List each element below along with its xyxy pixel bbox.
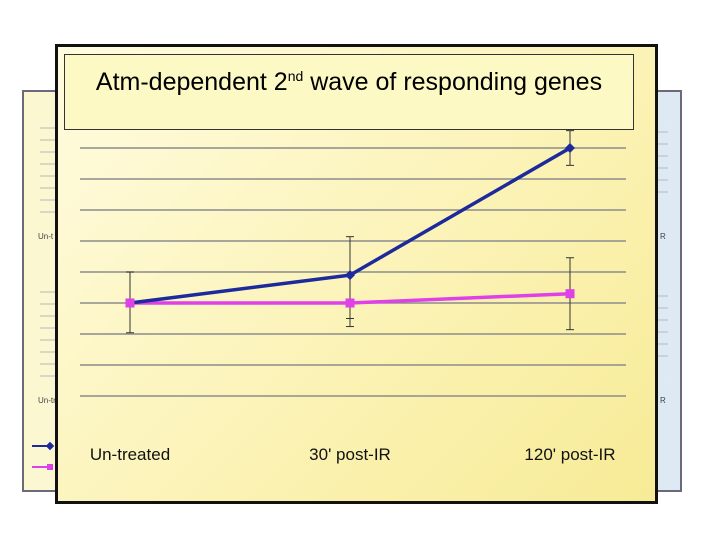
- chart-title-part-2: wave of responding genes: [303, 68, 603, 96]
- series-blue-point: [565, 143, 575, 153]
- background-legend-blue-marker: [45, 441, 55, 451]
- series-magenta-point: [565, 289, 575, 299]
- series-magenta-point: [125, 298, 135, 308]
- x-tick-label: 120' post-IR: [524, 445, 615, 464]
- background-label-right-1: R: [660, 232, 666, 241]
- background-legend: [32, 441, 55, 470]
- series-blue-point: [345, 270, 355, 281]
- series-magenta-point: [345, 298, 355, 308]
- chart-title-part-1: Atm-dependent 2: [95, 68, 288, 96]
- x-tick-label: Un-treated: [90, 445, 170, 464]
- background-legend-magenta-marker: [47, 464, 53, 470]
- background-label-left-1: Un-t: [38, 232, 54, 241]
- x-tick-label: 30' post-IR: [309, 445, 391, 464]
- chart-title: Atm-dependent 2nd wave of responding gen…: [64, 54, 634, 130]
- background-label-left-2: Un-tr: [38, 396, 56, 405]
- chart-title-superscript: nd: [287, 68, 304, 84]
- background-label-right-2: R: [660, 396, 666, 405]
